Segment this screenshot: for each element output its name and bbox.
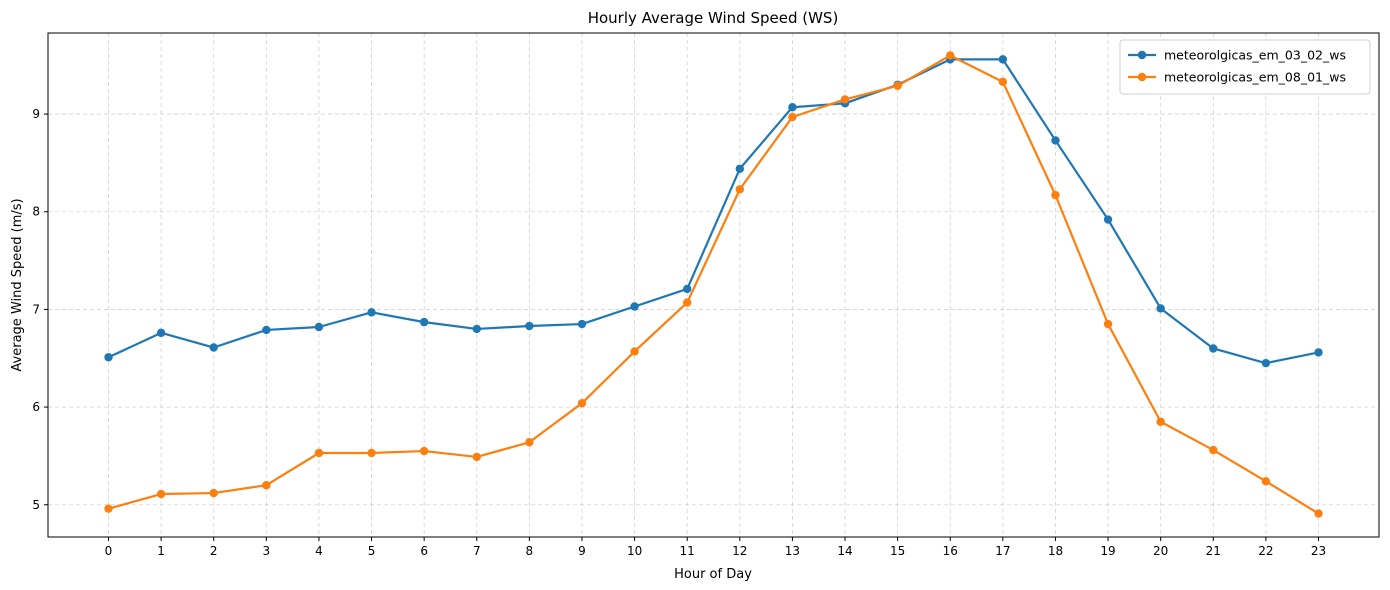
x-tick-label: 1	[157, 544, 165, 558]
y-tick-label: 9	[32, 107, 40, 121]
data-point	[367, 448, 376, 458]
series-2	[104, 51, 1323, 518]
legend-item: meteorolgicas_em_03_02_ws	[1128, 48, 1346, 63]
data-point	[1314, 348, 1323, 357]
series-line	[108, 58, 1319, 365]
data-point	[682, 284, 692, 294]
x-tick-label: 23	[1311, 544, 1326, 558]
x-tick-label: 19	[1100, 544, 1115, 558]
x-tick-label: 8	[526, 544, 534, 558]
legend-box	[1119, 39, 1371, 95]
data-point	[1051, 190, 1060, 200]
data-point	[1103, 319, 1113, 329]
data-point	[840, 95, 850, 104]
data-point	[1156, 417, 1165, 426]
data-point	[209, 343, 218, 352]
x-tick-label: 17	[995, 544, 1010, 558]
data-point	[367, 308, 376, 317]
data-point	[788, 103, 797, 112]
x-tick-label: 15	[890, 544, 905, 558]
y-tick-label: 8	[32, 205, 40, 219]
data-point	[577, 319, 587, 329]
data-point	[735, 185, 745, 194]
y-tick-label: 7	[32, 302, 40, 316]
x-tick-label: 13	[785, 544, 800, 558]
x-tick-label: 18	[1048, 544, 1063, 558]
legend-label: meteorolgicas_em_08_01_ws	[1164, 70, 1346, 85]
grid-layer	[48, 33, 1379, 537]
x-axis-label: Hour of Day	[674, 567, 752, 582]
legend-item: meteorolgicas_em_08_01_ws	[1128, 70, 1346, 85]
data-point	[419, 317, 429, 327]
data-point	[893, 81, 902, 90]
series-1	[104, 55, 1323, 368]
y-axis-label: Average Wind Speed (m/s)	[10, 198, 25, 371]
data-point	[104, 353, 113, 362]
tick-layer: 0 1 2 3 4 5 6 7 8 9 10 11 12 13 14 15 16 17 18 19 20 21 22 2356…	[32, 107, 1326, 558]
series-line	[108, 54, 1320, 515]
legend-label: meteorolgicas_em_03_02_ws	[1164, 48, 1346, 63]
x-tick-label: 16	[943, 544, 958, 558]
data-point	[1209, 344, 1218, 353]
x-tick-label: 12	[732, 544, 747, 558]
data-point	[946, 51, 955, 60]
x-tick-label: 2	[210, 544, 218, 558]
data-point	[998, 55, 1008, 64]
data-point	[1209, 445, 1218, 455]
x-tick-label: 6	[420, 544, 428, 558]
data-point	[209, 488, 218, 498]
x-tick-label: 21	[1206, 544, 1221, 558]
data-point	[314, 322, 324, 332]
data-point	[156, 328, 166, 338]
x-tick-label: 5	[368, 544, 376, 558]
data-point	[419, 446, 429, 456]
legend-swatch-marker	[1137, 72, 1147, 82]
data-point	[156, 489, 166, 499]
chart-title: Hourly Average Wind Speed (WS)	[588, 9, 839, 27]
data-point	[682, 298, 692, 307]
legend-swatch-marker	[1137, 50, 1147, 60]
data-point	[1156, 304, 1165, 313]
x-tick-label: 9	[578, 544, 586, 558]
x-tick-label: 10	[627, 544, 642, 558]
x-tick-label: 3	[263, 544, 271, 558]
legend: meteorolgicas_em_03_02_ws meteorolgicas_e…	[1119, 39, 1371, 95]
x-tick-label: 7	[473, 544, 481, 558]
data-point	[1261, 477, 1271, 486]
data-point	[1051, 136, 1060, 145]
data-point	[472, 452, 481, 462]
plot-frame	[47, 32, 1380, 538]
x-tick-label: 20	[1153, 544, 1168, 558]
x-tick-label: 14	[837, 544, 852, 558]
x-tick-label: 0	[105, 544, 113, 558]
data-point	[998, 77, 1008, 87]
data-point	[630, 347, 639, 356]
data-point	[577, 398, 587, 408]
data-point	[525, 321, 534, 331]
data-point	[262, 481, 271, 490]
x-tick-label: 22	[1258, 544, 1273, 558]
data-point	[525, 438, 534, 447]
y-tick-label: 5	[32, 498, 40, 512]
data-point	[1314, 509, 1323, 518]
x-tick-label: 11	[680, 544, 695, 558]
data-point	[735, 164, 745, 173]
y-tick-label: 6	[32, 400, 40, 414]
data-point	[472, 324, 481, 334]
data-point	[788, 112, 797, 122]
data-point	[314, 448, 324, 458]
series-layer	[104, 51, 1323, 518]
data-point	[1261, 358, 1271, 368]
data-point	[262, 325, 271, 335]
data-point	[104, 504, 113, 513]
x-tick-label: 4	[315, 544, 323, 558]
data-point	[1103, 215, 1113, 224]
data-point	[630, 302, 639, 311]
